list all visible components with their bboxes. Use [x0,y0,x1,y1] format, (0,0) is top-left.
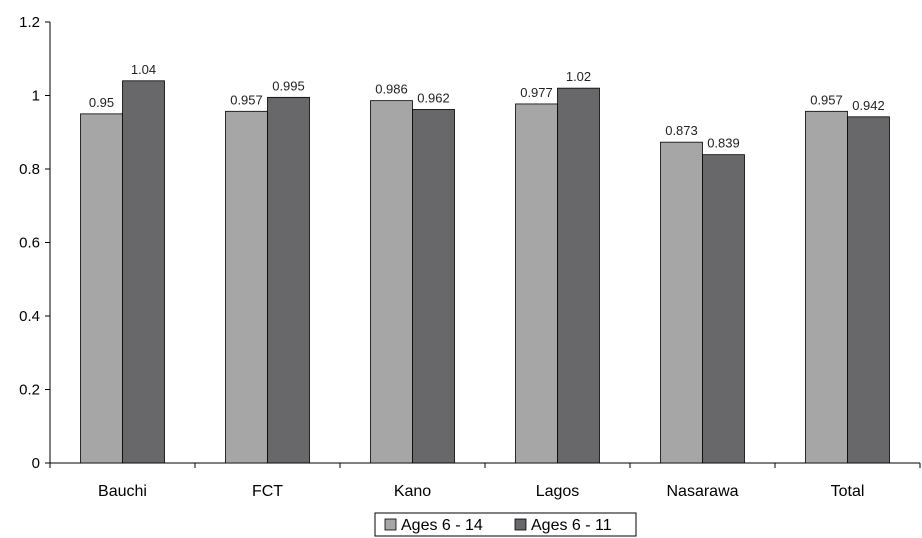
bar-value-label: 0.957 [230,92,263,107]
x-category-label: Kano [394,483,431,500]
x-category-label: Lagos [536,483,580,500]
legend-swatch [384,518,397,531]
legend: Ages 6 - 14 Ages 6 - 11 [374,512,637,537]
bar [660,141,703,464]
bar-value-label: 0.839 [707,136,740,151]
bar [805,110,848,464]
bar [225,110,268,464]
legend-box [374,512,637,537]
data-labels: 0.95 1.04 0.957 0.995 0.986 0.962 0.977 1.02 0.8… [89,62,885,151]
bar-value-label: 0.995 [272,78,305,93]
bar [515,103,558,464]
bar-value-label: 0.962 [417,90,450,105]
bar-value-label: 1.04 [131,62,156,77]
y-tick-label: 0 [32,455,40,472]
bar [702,154,745,464]
bar [412,109,455,464]
bar-value-label: 0.873 [665,123,698,138]
x-category-label: Total [831,483,865,500]
x-category-label: Nasarawa [666,483,738,500]
bar [122,80,165,464]
x-category-label: FCT [252,483,283,500]
bar-value-label: 0.977 [520,85,553,100]
bar [847,116,890,464]
y-tick-label: 0.6 [19,235,40,252]
bar-value-label: 0.957 [810,92,843,107]
bar-value-label: 0.986 [375,82,408,97]
y-tick-label: 0.2 [19,382,40,399]
bar-value-label: 0.95 [89,95,114,110]
axes: 0 0.2 0.4 0.6 0.8 1 1.2 Bauchi FCT Kano Lagos Nasar… [19,14,921,500]
bar [370,100,413,464]
bar [80,113,123,464]
y-tick-label: 1.2 [19,14,40,31]
legend-swatch [514,518,527,531]
y-tick-label: 1 [32,88,40,105]
bar-value-label: 0.942 [852,98,885,113]
bars [80,80,890,464]
legend-label: Ages 6 - 14 [401,517,483,534]
legend-label: Ages 6 - 11 [531,517,612,534]
bar-value-label: 1.02 [566,69,591,84]
y-tick-label: 0.8 [19,161,40,178]
x-category-label: Bauchi [98,483,147,500]
bar [557,87,600,464]
y-tick-label: 0.4 [19,308,40,325]
bar [267,96,310,464]
